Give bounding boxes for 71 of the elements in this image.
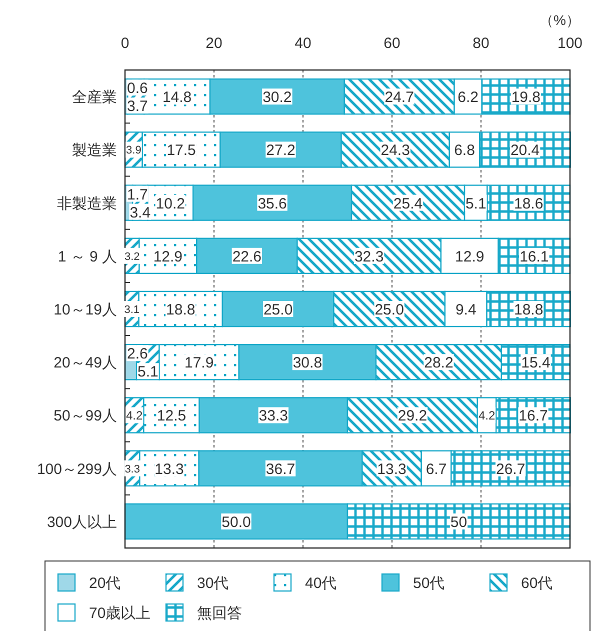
legend-label: 40代	[305, 575, 337, 592]
data-label: 18.8	[166, 302, 196, 318]
data-label: 12.9	[455, 248, 484, 266]
data-label: 18.6	[514, 195, 544, 212]
y-tick-label: 10～19人	[54, 302, 117, 318]
y-tick-label: 1 ～ 9 人	[58, 248, 117, 266]
y-tick-label: 50～99人	[54, 408, 117, 425]
data-label: 14.8	[162, 89, 192, 106]
data-label: 24.3	[380, 142, 410, 160]
data-label: 2.6	[127, 346, 148, 363]
data-label: 19.8	[511, 89, 541, 106]
data-label: 18.8	[514, 302, 544, 318]
data-label: 13.3	[377, 460, 406, 478]
legend-label: 20代	[89, 575, 121, 592]
x-tick-label: 0	[120, 35, 130, 52]
data-label: 26.7	[496, 460, 526, 478]
data-label: 3.9	[126, 144, 142, 157]
x-axis-title: （%）	[540, 12, 580, 28]
legend-label: 無回答	[197, 605, 242, 622]
data-label: 17.5	[166, 142, 196, 160]
y-tick-label: 全産業	[72, 89, 117, 106]
data-label: 32.3	[354, 248, 384, 266]
x-tick-label: 100	[557, 35, 583, 52]
data-label: 3.3	[124, 463, 140, 476]
data-label: 10.2	[156, 195, 185, 212]
data-label: 6.2	[458, 89, 479, 106]
x-tick-label: 60	[384, 35, 400, 52]
data-label: 30.8	[292, 354, 322, 372]
data-label: 13.3	[154, 460, 184, 478]
data-label: 9.4	[455, 302, 476, 318]
data-label: 30.2	[262, 89, 292, 106]
data-label: 35.6	[258, 195, 287, 212]
y-tick-label: 製造業	[72, 142, 117, 160]
data-label: 5.1	[465, 195, 486, 212]
data-label: 17.9	[184, 354, 214, 372]
y-tick-label: 20～49人	[54, 354, 117, 372]
data-label: 12.5	[156, 408, 186, 425]
data-label: 25.0	[374, 302, 404, 318]
data-label: 27.2	[266, 142, 296, 160]
data-label: 12.9	[153, 248, 183, 266]
data-label: 6.7	[426, 460, 447, 478]
data-label: 24.7	[384, 89, 414, 106]
legend-label: 70歳以上	[89, 605, 151, 622]
legend-label: 30代	[197, 575, 229, 592]
data-label: 5.1	[137, 364, 158, 381]
legend-label: 60代	[521, 575, 553, 592]
data-label: 25.0	[263, 302, 293, 318]
x-tick-label: 40	[294, 35, 312, 52]
data-label: 4.2	[478, 408, 496, 423]
legend-label: 50代	[413, 575, 445, 592]
x-tick-label: 20	[206, 35, 222, 52]
data-label: 6.8	[454, 142, 475, 160]
data-label: 3.2	[124, 250, 140, 263]
data-label: 22.6	[232, 248, 262, 266]
data-label: 20.4	[510, 142, 540, 160]
data-label: 29.2	[398, 408, 428, 425]
data-label: 16.1	[520, 248, 549, 266]
data-label: 28.2	[424, 354, 454, 372]
data-label: 15.4	[521, 354, 550, 372]
data-label: 16.7	[518, 408, 548, 425]
data-label: 3.1	[124, 304, 140, 316]
data-label: 25.4	[393, 195, 423, 212]
data-label: 33.3	[258, 408, 288, 425]
y-tick-label: 非製造業	[57, 195, 117, 212]
data-label: 50.0	[222, 514, 251, 531]
y-tick-label: 300人以上	[46, 514, 117, 531]
data-label: 50	[450, 514, 468, 531]
x-tick-label: 80	[472, 35, 490, 52]
data-label: 36.7	[266, 460, 296, 478]
data-label: 4.2	[126, 408, 144, 423]
y-tick-label: 100～299人	[36, 460, 117, 478]
